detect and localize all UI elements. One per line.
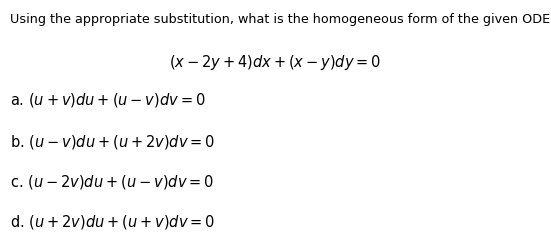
Text: c. $(u - 2v)du + (u - v)dv = 0$: c. $(u - 2v)du + (u - v)dv = 0$ [10,172,214,190]
Text: $(x - 2y + 4)dx + (x - y)dy = 0$: $(x - 2y + 4)dx + (x - y)dy = 0$ [169,53,381,72]
Text: a. $(u + v)du + (u - v)dv = 0$: a. $(u + v)du + (u - v)dv = 0$ [10,91,206,109]
Text: d. $(u + 2v)du + (u + v)dv = 0$: d. $(u + 2v)du + (u + v)dv = 0$ [10,212,215,230]
Text: b. $(u - v)du + (u + 2v)dv = 0$: b. $(u - v)du + (u + 2v)dv = 0$ [10,133,215,150]
Text: Using the appropriate substitution, what is the homogeneous form of the given OD: Using the appropriate substitution, what… [10,13,551,26]
